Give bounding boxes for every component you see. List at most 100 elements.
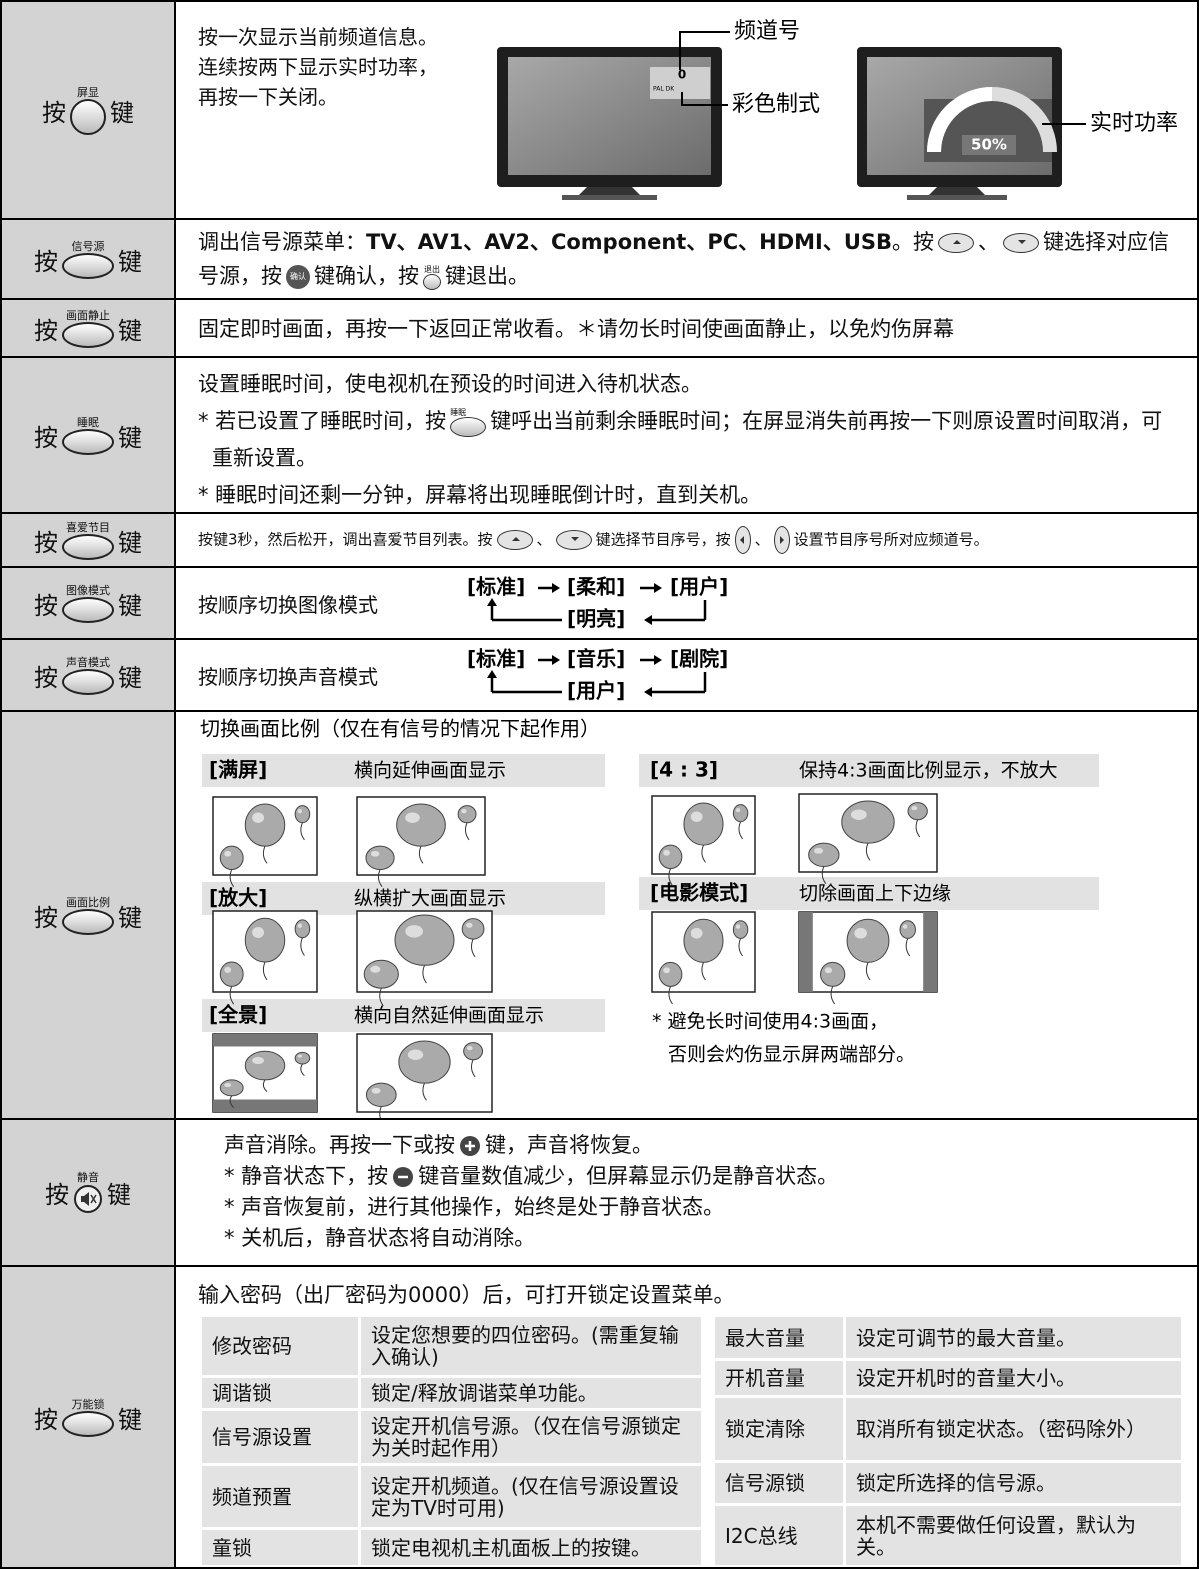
key-cell: 按声音模式键 xyxy=(2,640,176,710)
lock-desc: 设定您想要的四位密码。(需重复输入确认) xyxy=(358,1314,704,1378)
key-button: 睡眠 xyxy=(62,416,114,455)
plus-icon xyxy=(460,1136,480,1156)
key-caption: 睡眠 xyxy=(77,415,99,429)
key-caption: 画面比例 xyxy=(66,895,110,909)
key-cell: 按喜爱节目键 xyxy=(2,514,176,566)
vc: 按顺序切换声音模式 xyxy=(198,640,1183,710)
vc: 固定即时画面，再按一下返回正常收看。＊请勿长时间使画面静止，以免灼伤屏幕 xyxy=(198,300,1183,356)
text: 、 xyxy=(754,530,770,549)
key-cell: 按屏显键 xyxy=(2,2,176,218)
text: 连续按两下显示实时功率， xyxy=(198,55,438,79)
lock-desc: 锁定电视机主机面板上的按键。 xyxy=(358,1527,704,1567)
lock-table: 最大音量 设定可调节的最大音量。 开机音量 设定开机时的音量大小。 锁定清除 取消所有锁定… xyxy=(712,1314,1184,1567)
key-shape xyxy=(62,1410,114,1437)
body: 设置睡眠时间，使电视机在预设的时间进入待机状态。 * 若已设置了睡眠时间，按 睡眠… xyxy=(176,358,1197,512)
key-shape xyxy=(62,428,114,455)
press-label: 按 xyxy=(42,98,66,127)
body: 调出信号源菜单：TV、AV1、AV2、Component、PC、HDMI、USB… xyxy=(176,220,1197,298)
press-label: 按 xyxy=(34,316,58,345)
note: * 若已设置了睡眠时间，按 睡眠 键呼出当前剩余睡眠时间；在屏显消失前再按一下则原设… xyxy=(198,403,1183,477)
key-button: 屏显 xyxy=(70,86,106,135)
lock-desc: 设定可调节的最大音量。 xyxy=(843,1314,1184,1361)
text: 、 xyxy=(978,230,1000,254)
c xyxy=(423,273,441,290)
key-caption: 屏显 xyxy=(77,85,99,99)
key-suffix: 键 xyxy=(118,1405,142,1434)
key-shape xyxy=(62,908,114,935)
key-caption: 图像模式 xyxy=(66,583,110,597)
row-sleep: 按 睡眠键 设置睡眠时间，使电视机在预设的时间进入待机状态。 * 若已设置了睡眠时… xyxy=(2,358,1197,514)
text: * 关机后，静音状态将自动消除。 xyxy=(224,1226,536,1250)
body: 声音消除。再按一下或按 键，声音将恢复。 * 静音状态下，按 键音量数值减少，但屏幕… xyxy=(176,1120,1197,1265)
key-caption: 声音模式 xyxy=(66,655,110,669)
text: 调出信号源菜单： xyxy=(198,230,366,254)
press-label: 按 xyxy=(34,591,58,620)
lock-item: 修改密码 xyxy=(199,1314,361,1378)
lock-table: 修改密码 设定您想要的四位密码。(需重复输入确认) 调谐锁 锁定/释放调谐菜单功能。信… xyxy=(199,1314,704,1567)
key-button: 喜爱节目 xyxy=(62,521,114,560)
vc: 调出信号源菜单：TV、AV1、AV2、Component、PC、HDMI、USB… xyxy=(198,220,1183,298)
key-suffix: 键 xyxy=(118,591,142,620)
row-favorite: 按喜爱节目键 按键3秒，然后松开，调出喜爱节目列表。按 、 键选择节目序号，按 、 设置… xyxy=(2,514,1197,568)
key-cell: 按信号源键 xyxy=(2,220,176,298)
pad: 输入密码（出厂密码为0000）后，可打开锁定设置菜单。 xyxy=(198,1279,1183,1309)
key-shape xyxy=(62,596,114,623)
lock-item: 童锁 xyxy=(199,1527,361,1567)
text: 。按 xyxy=(892,230,935,254)
key-suffix: 键 xyxy=(118,247,142,276)
div: 调出信号源菜单：TV、AV1、AV2、Component、PC、HDMI、USB… xyxy=(198,225,1183,293)
row-aspect: 按画面比例键 切换画面比例（仅在有信号的情况下起作用） [满屏] 横向延伸画面显示[… xyxy=(2,712,1197,1120)
key-suffix: 键 xyxy=(118,528,142,557)
key-shape xyxy=(62,533,114,560)
pad: 按一次显示当前频道信息。 连续按两下显示实时功率， 再按一下关闭。 xyxy=(198,22,1183,112)
key-suffix: 键 xyxy=(118,903,142,932)
text: 按键3秒，然后松开，调出喜爱节目列表。按 xyxy=(198,530,493,549)
b: TV、AV1、AV2、Component、PC、HDMI、USB xyxy=(366,230,893,254)
ico xyxy=(1003,233,1040,253)
text: 输入密码（出厂密码为0000）后，可打开锁定设置菜单。 xyxy=(198,1283,735,1307)
row-display: 按屏显键 按一次显示当前频道信息。 连续按两下显示实时功率， 再按一下关闭。 0 P… xyxy=(2,2,1197,220)
lock-desc: 设定开机时的音量大小。 xyxy=(843,1358,1184,1398)
key-button: 静音 xyxy=(73,1171,103,1214)
lock-item: 信号源设置 xyxy=(199,1408,361,1466)
lock-item: 信号源锁 xyxy=(712,1460,846,1506)
text: 键确认，按 xyxy=(314,264,419,288)
lock-desc: 设定开机频道。(仅在信号源设置设定为TV时可用) xyxy=(358,1463,704,1530)
press-label: 按 xyxy=(34,1405,58,1434)
key-cell: 按画面比例键 xyxy=(2,712,176,1118)
ico xyxy=(938,233,975,253)
path xyxy=(81,1192,89,1206)
div: 按键3秒，然后松开，调出喜爱节目列表。按 、 键选择节目序号，按 、 设置节目序号所对应… xyxy=(198,526,989,554)
text: 设置节目序号所对应频道号。 xyxy=(793,530,989,549)
sm: 睡眠 xyxy=(450,407,487,437)
key-shape xyxy=(70,98,106,135)
row-freeze: 按画面静止键 固定即时画面，再按一下返回正常收看。＊请勿长时间使画面静止，以免灼… xyxy=(2,300,1197,358)
text: 按顺序切换声音模式 xyxy=(198,664,378,689)
text: * 静音状态下，按 xyxy=(224,1164,389,1188)
minus-icon xyxy=(393,1167,414,1187)
text: 键呼出当前剩余睡眠时间；在屏显消失前再按一下则原设置时间取消，可重新设置。 xyxy=(212,409,1163,470)
press-label: 按 xyxy=(34,663,58,692)
key-caption: 喜爱节目 xyxy=(66,520,110,534)
text: 键音量数值减少，但屏幕显示仍是静音状态。 xyxy=(418,1164,839,1188)
lock-item: 最大音量 xyxy=(712,1314,846,1361)
key-button: 声音模式 xyxy=(62,656,114,695)
text: * 声音恢复前，进行其他操作，始终是处于静音状态。 xyxy=(224,1195,725,1219)
body: 按一次显示当前频道信息。 连续按两下显示实时功率， 再按一下关闭。 xyxy=(176,2,1197,218)
row-mute: 按静音键 声音消除。再按一下或按 键，声音将恢复。 * 静音状态下，按 键音量数值减… xyxy=(2,1120,1197,1267)
text: 键选择节目序号，按 xyxy=(595,530,731,549)
key-cell: 按静音键 xyxy=(2,1120,176,1265)
lock-item: 频道预置 xyxy=(199,1463,361,1530)
lock-item: 开机音量 xyxy=(712,1358,846,1398)
lock-item: 调谐锁 xyxy=(199,1375,361,1411)
press-label: 按 xyxy=(34,247,58,276)
text: * 若已设置了睡眠时间，按 xyxy=(198,409,447,433)
row-picture-mode: 按图像模式键 按顺序切换图像模式 [标准] [柔和] [用户] [明亮] xyxy=(2,568,1197,640)
press-label: 按 xyxy=(34,528,58,557)
ico xyxy=(734,526,751,554)
t: 睡眠 xyxy=(450,407,467,417)
key-suffix: 键 xyxy=(118,663,142,692)
body xyxy=(176,712,1197,1118)
key-caption: 画面静止 xyxy=(66,308,110,322)
body: 按顺序切换声音模式 xyxy=(176,640,1197,710)
